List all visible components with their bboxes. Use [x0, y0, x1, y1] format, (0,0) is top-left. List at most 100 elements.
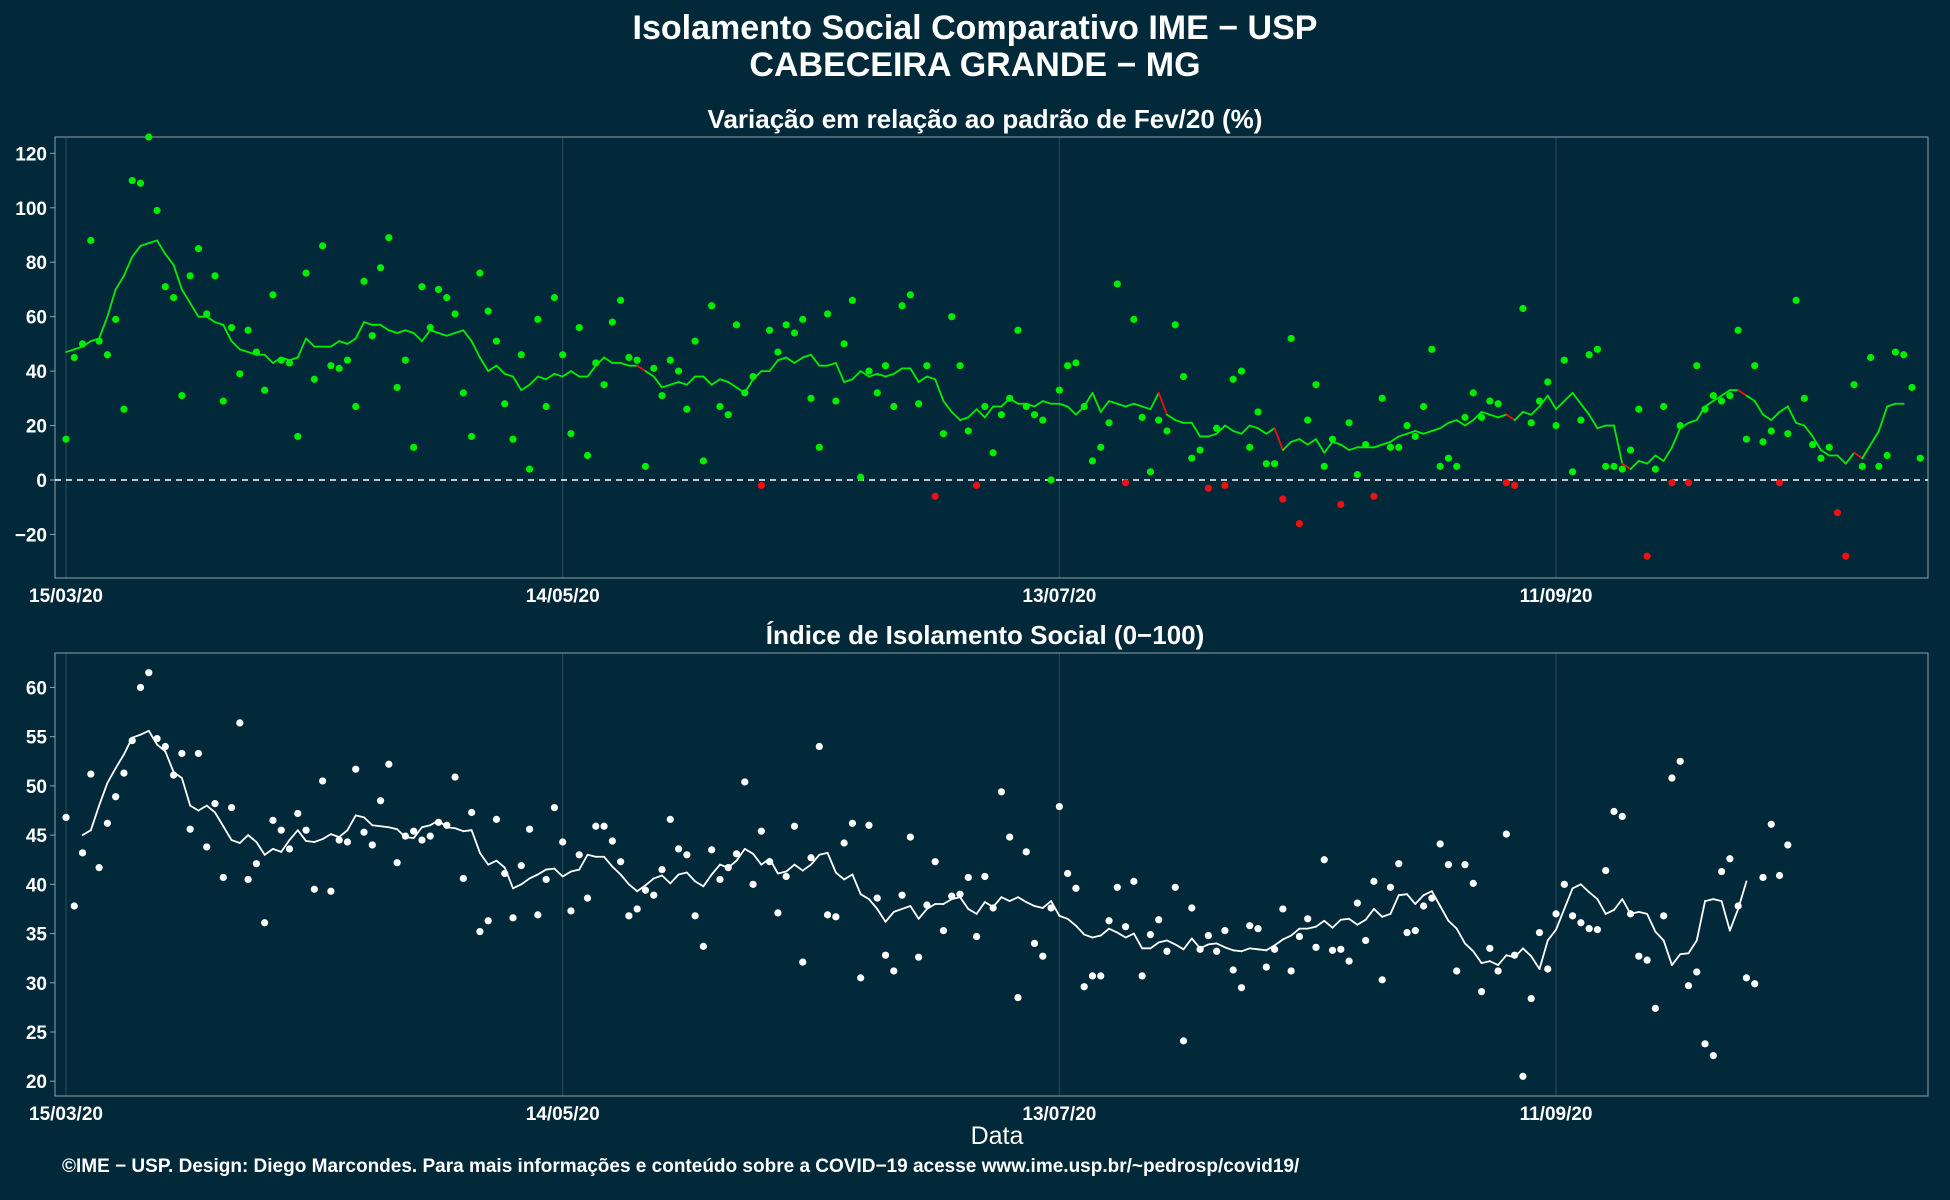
variation-data-point — [732, 321, 741, 329]
index-moving-average-segment — [1571, 883, 1582, 890]
variation-data-point — [1262, 460, 1270, 468]
index-moving-average-segment — [1207, 942, 1218, 946]
index-y-tick-label: 45 — [26, 826, 48, 847]
index-moving-average-segment — [1596, 898, 1607, 915]
index-data-point — [145, 669, 153, 677]
index-data-point — [1105, 917, 1113, 925]
variation-data-point — [1635, 405, 1643, 413]
variation-data-point — [1618, 465, 1626, 473]
index-data-point — [691, 912, 699, 920]
variation-data-point — [236, 370, 244, 378]
variation-data-point — [881, 362, 890, 370]
variation-moving-average-segment — [536, 375, 548, 381]
variation-moving-average-segment — [1646, 454, 1657, 465]
variation-moving-average-segment — [975, 408, 986, 419]
variation-data-point — [285, 359, 294, 367]
variation-data-point — [600, 381, 608, 389]
variation-data-point — [410, 443, 418, 451]
variation-data-point — [112, 315, 120, 323]
variation-data-point — [1171, 321, 1179, 329]
variation-y-tick-label: 80 — [26, 253, 47, 274]
index-moving-average-segment — [305, 840, 316, 843]
variation-data-point — [757, 481, 765, 490]
index-data-point — [633, 905, 641, 913]
index-moving-average-segment — [868, 898, 879, 910]
variation-moving-average-segment — [1265, 427, 1276, 435]
variation-data-point — [1113, 280, 1121, 288]
index-data-point — [1080, 983, 1088, 991]
variation-moving-average-segment — [644, 370, 655, 378]
index-data-point — [451, 773, 459, 781]
index-data-point — [1643, 956, 1651, 964]
index-data-point — [476, 927, 484, 936]
index-moving-average-segment — [354, 814, 365, 819]
variation-data-point — [1800, 394, 1808, 402]
index-moving-average-segment — [313, 838, 324, 843]
variation-data-point — [1486, 397, 1494, 405]
index-moving-average-segment — [1091, 934, 1102, 939]
variation-moving-average-segment — [1778, 405, 1789, 413]
index-moving-average-segment — [1083, 933, 1094, 939]
index-moving-average-segment — [1331, 918, 1342, 929]
variation-x-tick-label: 14/05/20 — [526, 586, 600, 607]
index-data-point — [78, 849, 87, 857]
variation-data-point — [1179, 372, 1188, 381]
variation-data-point — [633, 356, 641, 364]
index-data-point — [1660, 912, 1668, 920]
variation-moving-average-segment — [1745, 394, 1756, 402]
index-moving-average-segment — [901, 905, 912, 910]
variation-data-point — [575, 323, 583, 332]
variation-moving-average-segment — [1637, 460, 1648, 465]
index-moving-average-segment — [205, 804, 216, 814]
index-data-point — [1188, 904, 1196, 912]
variation-moving-average-segment — [421, 329, 432, 343]
index-data-point — [1022, 848, 1030, 856]
variation-data-point — [1494, 400, 1502, 408]
index-moving-average-segment — [942, 898, 953, 905]
variation-data-point — [335, 364, 343, 372]
index-moving-average-segment — [131, 733, 142, 739]
variation-moving-average-segment — [503, 372, 514, 378]
variation-moving-average-segment — [1877, 405, 1889, 432]
index-data-point — [1544, 965, 1552, 973]
variation-data-point — [1204, 484, 1212, 492]
index-x-tick-label: 15/03/20 — [29, 1104, 103, 1125]
index-moving-average-segment — [586, 853, 597, 858]
index-data-point — [1602, 866, 1610, 875]
variation-data-point — [666, 356, 674, 364]
variation-data-point — [1626, 446, 1635, 454]
index-data-point — [136, 683, 145, 692]
variation-data-point — [120, 405, 128, 413]
variation-data-point — [1362, 441, 1370, 449]
variation-data-point — [939, 430, 948, 438]
variation-data-point — [857, 473, 865, 481]
variation-moving-average-segment — [1770, 411, 1781, 422]
index-data-point — [1014, 993, 1022, 1002]
variation-data-point — [782, 321, 790, 329]
variation-data-point — [1080, 402, 1088, 411]
index-moving-average-segment — [363, 816, 374, 827]
index-data-point — [1403, 928, 1411, 937]
variation-data-point — [1842, 552, 1850, 560]
variation-data-point — [542, 402, 550, 411]
index-moving-average-segment — [272, 848, 283, 853]
index-data-point — [823, 911, 832, 919]
variation-data-point — [1883, 451, 1891, 460]
index-data-point — [1767, 820, 1775, 828]
variation-data-point — [145, 133, 153, 141]
index-data-point — [1709, 1052, 1717, 1060]
index-moving-average-segment — [180, 777, 192, 807]
variation-data-point — [1270, 460, 1279, 468]
index-data-point — [128, 737, 136, 745]
variation-moving-average-segment — [917, 375, 928, 383]
variation-moving-average-segment — [147, 239, 158, 245]
variation-moving-average-segment — [1273, 427, 1284, 451]
variation-moving-average-segment — [868, 372, 879, 378]
index-moving-average-segment — [1439, 905, 1450, 922]
variation-moving-average-segment — [1099, 400, 1110, 413]
variation-data-point — [1304, 416, 1312, 424]
index-data-point — [1337, 945, 1345, 953]
index-data-point — [625, 912, 633, 920]
variation-moving-average-segment — [1513, 411, 1524, 422]
index-moving-average-segment — [81, 829, 92, 837]
